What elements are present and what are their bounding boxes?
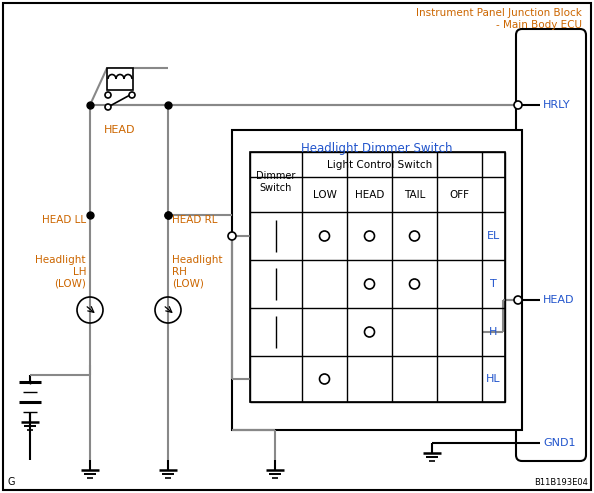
Text: HEAD: HEAD	[355, 189, 384, 200]
Circle shape	[409, 279, 419, 289]
Text: LOW: LOW	[312, 189, 336, 200]
Text: HEAD: HEAD	[543, 295, 574, 305]
Text: HEAD LL: HEAD LL	[42, 215, 86, 225]
Circle shape	[320, 231, 330, 241]
Text: G: G	[8, 477, 15, 487]
Bar	[107, 68, 133, 90]
Circle shape	[514, 296, 522, 304]
Text: Headlight
RH
(LOW): Headlight RH (LOW)	[172, 255, 223, 288]
Text: Headlight
LH
(LOW): Headlight LH (LOW)	[36, 255, 86, 288]
Circle shape	[365, 327, 374, 337]
Text: HRLY: HRLY	[543, 100, 571, 110]
Text: OFF: OFF	[450, 189, 469, 200]
Bar	[232, 130, 522, 430]
FancyBboxPatch shape	[516, 29, 586, 461]
Text: Instrument Panel Junction Block
- Main Body ECU: Instrument Panel Junction Block - Main B…	[416, 8, 582, 30]
Circle shape	[105, 92, 111, 98]
Circle shape	[365, 279, 374, 289]
Text: TAIL: TAIL	[404, 189, 425, 200]
Text: Light Control Switch: Light Control Switch	[327, 160, 432, 170]
Circle shape	[409, 231, 419, 241]
Circle shape	[105, 104, 111, 110]
Circle shape	[129, 92, 135, 98]
Text: HEAD RL: HEAD RL	[172, 215, 217, 225]
Text: GND1: GND1	[543, 438, 576, 448]
Text: Dimmer
Switch: Dimmer Switch	[257, 171, 296, 193]
Text: HL: HL	[486, 374, 501, 384]
Circle shape	[365, 231, 374, 241]
Circle shape	[320, 374, 330, 384]
Text: H: H	[489, 327, 498, 337]
Text: HEAD: HEAD	[105, 125, 136, 135]
Text: T: T	[490, 279, 497, 289]
Circle shape	[514, 101, 522, 109]
Circle shape	[228, 232, 236, 240]
Bar	[250, 152, 505, 402]
Text: EL: EL	[487, 231, 500, 241]
Text: Headlight Dimmer Switch: Headlight Dimmer Switch	[301, 142, 453, 155]
Text: B11B193E04: B11B193E04	[534, 478, 588, 487]
